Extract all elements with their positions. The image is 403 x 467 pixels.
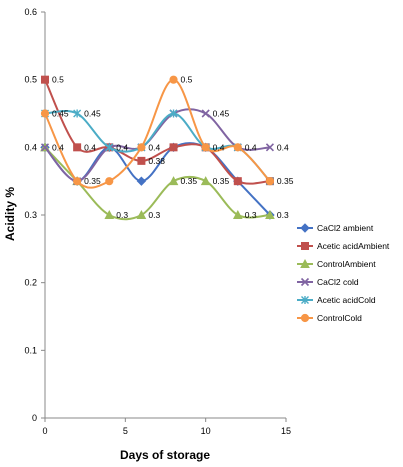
- legend-item: ControlAmbient: [297, 258, 376, 269]
- legend-item: Acetic acidCold: [297, 295, 376, 305]
- legend-item: CaCl2 ambient: [297, 223, 374, 233]
- legend-label: Acetic acidCold: [317, 295, 376, 305]
- data-label: 0.4: [277, 142, 289, 152]
- data-point: [233, 143, 242, 152]
- legend-label: ControlCold: [317, 313, 362, 323]
- y-tick-label: 0.1: [24, 345, 37, 355]
- y-tick-label: 0.3: [24, 210, 37, 220]
- data-point: [73, 143, 82, 152]
- y-axis-title: Acidity %: [3, 187, 17, 241]
- data-labels: 0.5 0.4 0.38 0.3 0.3 0.35 0.35 0.3 0.3 0.4 0.45 0.4…: [52, 75, 294, 220]
- x-tick-label: 10: [201, 426, 211, 436]
- x-axis-title: Days of storage: [120, 448, 210, 462]
- data-point: [136, 176, 147, 186]
- data-point: [104, 209, 115, 219]
- y-tick-label: 0.4: [24, 142, 37, 152]
- data-point: [232, 209, 243, 219]
- data-label: 0.38: [148, 156, 165, 166]
- data-point: [201, 143, 210, 152]
- data-label: 0.45: [52, 109, 69, 119]
- y-tick-label: 0.2: [24, 278, 37, 288]
- data-label: 0.4: [245, 142, 257, 152]
- legend: CaCl2 ambient Acetic acidAmbient ControlAm…: [297, 223, 390, 323]
- axes: 0 0.1 0.2 0.3 0.4 0.5 0.6 0 5 10 15: [24, 7, 291, 436]
- data-label: 0.5: [181, 75, 193, 85]
- legend-label: CaCl2 cold: [317, 277, 359, 287]
- x-tick-label: 0: [42, 426, 47, 436]
- data-point: [73, 109, 82, 118]
- legend-label: CaCl2 ambient: [317, 223, 374, 233]
- data-label: 0.5: [52, 75, 64, 85]
- data-label: 0.35: [181, 176, 198, 186]
- data-point: [169, 109, 178, 118]
- series-5: [40, 75, 275, 189]
- data-point: [137, 156, 146, 165]
- data-point: [41, 75, 49, 84]
- data-point: [265, 177, 275, 186]
- data-point: [40, 109, 50, 118]
- data-point: [265, 209, 275, 219]
- x-tick-label: 15: [281, 426, 291, 436]
- data-label: 0.3: [277, 210, 289, 220]
- data-point: [201, 109, 210, 118]
- data-point: [169, 143, 178, 152]
- data-point: [200, 176, 211, 186]
- legend-marker: [301, 242, 309, 250]
- data-label: 0.35: [277, 176, 294, 186]
- data-point: [137, 143, 146, 152]
- y-tick-label: 0.5: [24, 75, 37, 85]
- y-tick-label: 0: [32, 413, 37, 423]
- data-label: 0.4: [116, 142, 128, 152]
- series-line: [44, 78, 271, 189]
- data-label: 0.4: [84, 142, 96, 152]
- data-label: 0.45: [213, 109, 230, 119]
- legend-marker: [300, 223, 310, 233]
- legend-label: ControlAmbient: [317, 259, 376, 269]
- data-label: 0.3: [116, 210, 128, 220]
- series-layer: [40, 75, 275, 221]
- y-tick-label: 0.6: [24, 7, 37, 17]
- data-point: [40, 143, 50, 152]
- data-label: 0.45: [84, 109, 101, 119]
- data-point: [168, 176, 179, 186]
- x-tick-label: 5: [123, 426, 128, 436]
- data-label: 0.35: [84, 176, 101, 186]
- data-label: 0.4: [213, 142, 225, 152]
- legend-label: Acetic acidAmbient: [317, 241, 390, 251]
- data-point: [105, 177, 114, 186]
- data-label: 0.3: [148, 210, 160, 220]
- legend-item: ControlCold: [297, 313, 362, 323]
- data-label: 0.35: [213, 176, 230, 186]
- data-point: [105, 143, 114, 152]
- data-point: [169, 75, 178, 84]
- legend-marker: [300, 258, 310, 268]
- legend-marker: [301, 296, 309, 304]
- data-label: 0.4: [52, 142, 64, 152]
- data-point: [73, 177, 82, 186]
- legend-item: Acetic acidAmbient: [297, 241, 390, 251]
- data-label: 0.4: [148, 142, 160, 152]
- data-label: 0.3: [245, 210, 257, 220]
- legend-item: CaCl2 cold: [297, 277, 359, 287]
- legend-marker: [300, 313, 310, 323]
- legend-marker: [300, 277, 310, 287]
- data-point: [233, 177, 242, 186]
- data-point: [265, 143, 274, 152]
- data-point: [136, 209, 147, 219]
